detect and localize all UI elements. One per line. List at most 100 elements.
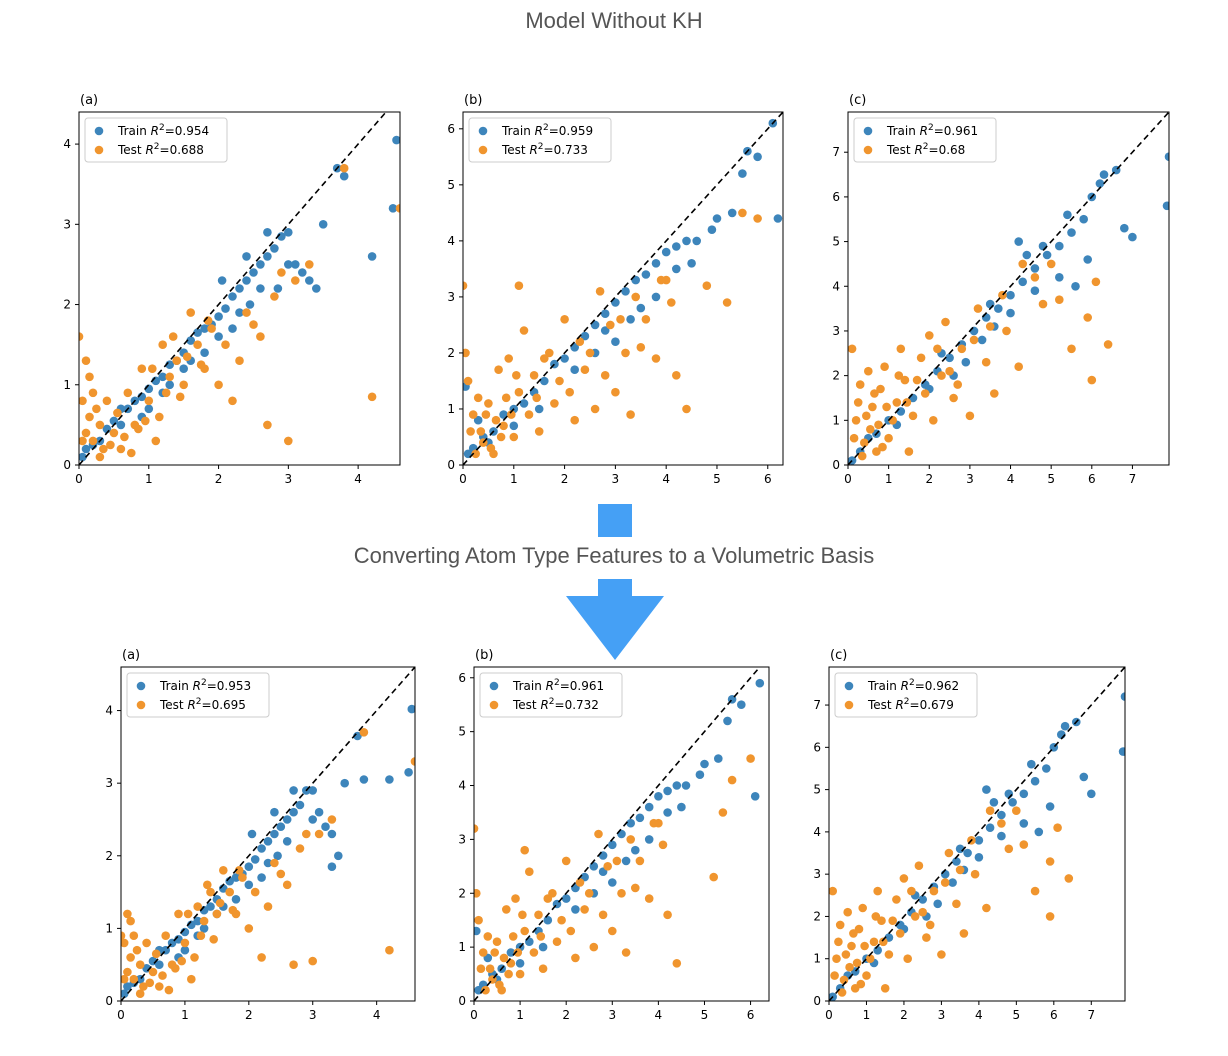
point-test [385, 945, 394, 955]
point-train [974, 836, 984, 845]
point-test [540, 354, 549, 363]
point-train [298, 268, 307, 277]
point-test [856, 979, 866, 989]
point-test [144, 396, 154, 406]
point-train [144, 404, 154, 414]
point-train [392, 135, 400, 145]
point-test [367, 392, 377, 402]
point-test [672, 959, 682, 968]
point-test [952, 899, 961, 909]
x-tick-label: 4 [373, 1008, 381, 1022]
x-tick-label: 4 [662, 472, 670, 486]
point-test [79, 332, 84, 341]
point-test [476, 964, 486, 973]
point-test [970, 869, 980, 879]
legend-box [126, 672, 270, 718]
point-train [295, 800, 305, 810]
point-train [81, 444, 91, 454]
point-test [561, 856, 571, 866]
point-train [473, 415, 483, 425]
y-tick-label: 4 [105, 704, 113, 718]
point-test [855, 380, 865, 389]
point-train [270, 244, 279, 253]
point-train [1022, 250, 1032, 260]
y-tick-label: 5 [832, 235, 840, 249]
point-test [837, 988, 847, 997]
point-test [123, 388, 133, 398]
point-train [214, 312, 223, 321]
point-test [509, 432, 519, 442]
point-test [126, 953, 135, 962]
point-test [584, 889, 594, 898]
point-test [314, 829, 324, 839]
point-test [302, 829, 311, 839]
point-train [945, 353, 954, 363]
point-train [206, 902, 215, 911]
point-test [490, 948, 500, 957]
x-tick-label: 5 [701, 1008, 709, 1022]
point-test [908, 411, 918, 421]
point-train [1042, 250, 1052, 260]
point-test [682, 404, 691, 414]
point-test [193, 902, 202, 911]
point-test [129, 974, 139, 984]
point-test [847, 941, 856, 951]
point-train [1019, 819, 1029, 828]
point-test [829, 886, 837, 896]
point-test [308, 956, 318, 966]
legend-label-test: Test R2=0.732 [512, 697, 599, 712]
y-tick-label: 4 [63, 137, 71, 151]
point-test [207, 324, 216, 333]
point-train [318, 220, 328, 229]
point-test [499, 421, 508, 431]
point-test [102, 396, 112, 406]
point-train [250, 855, 260, 864]
plot-frame [828, 666, 1126, 1002]
point-test [289, 960, 298, 969]
point-test [129, 931, 139, 940]
point-test [860, 438, 869, 448]
point-train [289, 807, 298, 817]
point-train [700, 759, 709, 769]
point-train [123, 982, 132, 991]
y-tick-label: 0 [63, 458, 71, 472]
y-tick-label: 2 [458, 886, 466, 900]
point-train [540, 376, 549, 386]
point-test [656, 275, 666, 285]
point-test [186, 308, 195, 317]
point-test [944, 848, 954, 858]
point-train [116, 420, 126, 430]
point-train [985, 823, 995, 832]
point-test [580, 905, 589, 914]
point-test [121, 938, 129, 948]
point-train [1118, 747, 1125, 756]
point-test [718, 808, 728, 817]
point-train [750, 792, 760, 801]
point-test [835, 920, 845, 930]
point-train [974, 853, 984, 862]
point-test [277, 268, 286, 277]
point-test [858, 903, 867, 913]
point-test [929, 416, 938, 425]
point-test [284, 436, 293, 446]
point-test [990, 389, 999, 398]
point-test [504, 354, 513, 363]
point-train [200, 324, 209, 333]
point-test [649, 818, 659, 828]
point-test [155, 982, 164, 991]
point-train [1079, 214, 1088, 224]
point-test [481, 985, 490, 995]
point-train [672, 264, 681, 274]
point-train [755, 678, 765, 688]
point-test [862, 971, 871, 980]
point-test [904, 447, 914, 456]
point-train [235, 284, 244, 293]
point-train [1042, 764, 1051, 773]
point-train [228, 292, 237, 301]
point-train [155, 960, 164, 969]
y-tick-label: 2 [813, 909, 821, 923]
point-test [212, 909, 222, 919]
point-test [1087, 375, 1097, 385]
point-test [504, 969, 513, 979]
